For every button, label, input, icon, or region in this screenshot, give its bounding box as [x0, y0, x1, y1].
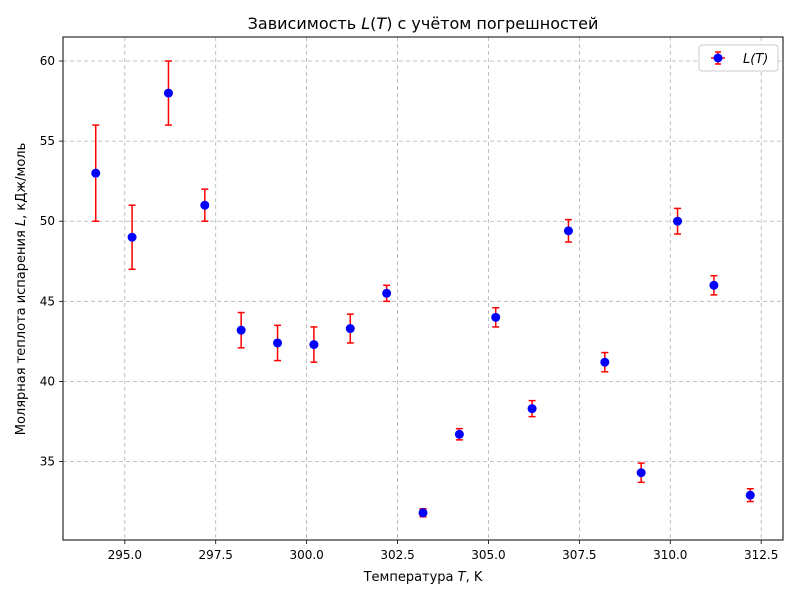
y-tick-label: 40	[40, 374, 55, 388]
data-point	[273, 338, 283, 348]
data-point	[563, 226, 573, 236]
data-point	[491, 312, 501, 322]
x-axis-ticks: 295.0 297.5 300.0 302.5 305.0 307.5 310.0 312.5	[108, 540, 778, 562]
data-point	[163, 88, 173, 98]
x-axis-label: Температура T, K	[363, 570, 483, 585]
data-point	[454, 429, 464, 439]
data-point	[600, 357, 610, 367]
data-points	[91, 88, 755, 518]
legend-label: L(T)	[743, 52, 768, 67]
x-tick-label: 297.5	[199, 548, 233, 562]
x-tick-label: 312.5	[744, 548, 778, 562]
data-point	[418, 508, 428, 518]
y-tick-label: 35	[40, 455, 55, 469]
data-point	[200, 200, 210, 210]
y-tick-label: 60	[40, 54, 55, 68]
y-tick-label: 55	[40, 134, 55, 148]
data-point	[709, 280, 719, 290]
data-point	[673, 216, 683, 226]
y-axis-label: Молярная теплота испарения L, кДж/моль	[14, 143, 29, 436]
data-point	[127, 232, 137, 242]
x-tick-label: 307.5	[562, 548, 596, 562]
y-axis-ticks: 35 40 45 50 55 60	[40, 54, 63, 469]
y-tick-label: 45	[40, 294, 55, 308]
plot-frame	[62, 36, 784, 541]
y-tick-label: 50	[40, 214, 55, 228]
data-point	[527, 404, 537, 414]
data-point	[745, 490, 755, 500]
grid-lines	[63, 37, 783, 540]
x-tick-label: 310.0	[653, 548, 687, 562]
x-tick-label: 302.5	[380, 548, 414, 562]
x-tick-label: 295.0	[108, 548, 142, 562]
legend: L(T)	[698, 44, 779, 72]
x-tick-label: 300.0	[289, 548, 323, 562]
data-point	[382, 288, 392, 298]
data-point	[636, 468, 646, 478]
x-tick-label: 305.0	[471, 548, 505, 562]
data-point	[91, 168, 101, 178]
data-point	[345, 324, 355, 334]
chart-title: Зависимость L(T) с учётом погрешностей	[248, 14, 599, 33]
data-point	[309, 340, 319, 350]
error-bars	[92, 60, 754, 518]
legend-marker	[711, 51, 725, 65]
data-point	[236, 325, 246, 335]
